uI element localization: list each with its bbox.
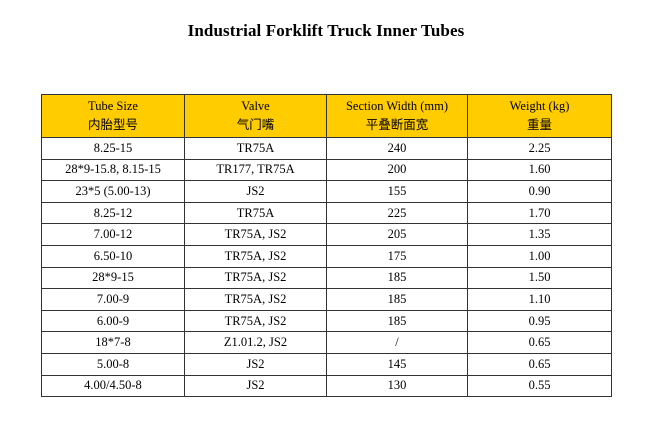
page-title: Industrial Forklift Truck Inner Tubes [187, 21, 465, 40]
header-label-en: Tube Size [88, 99, 138, 113]
cell-section-width: 155 [326, 180, 468, 203]
cell-tube-size: 28*9-15 [41, 266, 185, 290]
table-row: 28*9-15 TR75A, JS2 185 1.50 [41, 266, 612, 290]
cell-weight: 1.10 [467, 288, 612, 311]
cell-tube-size: 6.50-10 [41, 244, 185, 268]
cell-section-width: 185 [326, 266, 468, 290]
cell-valve: JS2 [184, 180, 327, 203]
cell-weight: 0.95 [467, 309, 612, 333]
table-row: 8.25-15 TR75A 240 2.25 [41, 137, 612, 160]
header-section-width: Section Width (mm) 平叠断面宽 [326, 94, 468, 138]
cell-weight: 0.55 [467, 374, 612, 398]
cell-tube-size: 28*9-15.8, 8.15-15 [41, 158, 185, 182]
cell-section-width: 145 [326, 352, 468, 376]
cell-section-width: 225 [326, 201, 468, 225]
cell-tube-size: 6.00-9 [41, 309, 185, 333]
header-tube-size: Tube Size 内胎型号 [41, 94, 185, 138]
table-row: 6.50-10 TR75A, JS2 175 1.00 [41, 244, 612, 268]
cell-valve: TR75A, JS2 [184, 309, 327, 333]
cell-valve: TR75A, JS2 [184, 223, 327, 246]
cell-weight: 1.50 [467, 266, 612, 290]
cell-tube-size: 5.00-8 [41, 352, 185, 376]
header-weight: Weight (kg) 重量 [467, 94, 612, 138]
cell-tube-size: 23*5 (5.00-13) [41, 180, 185, 203]
cell-valve: TR75A, JS2 [184, 288, 327, 311]
cell-valve: TR75A, JS2 [184, 266, 327, 290]
cell-weight: 0.65 [467, 331, 612, 354]
header-label-en: Weight (kg) [509, 99, 570, 113]
table-row: 4.00/4.50-8 JS2 130 0.55 [41, 374, 612, 398]
cell-tube-size: 7.00-9 [41, 288, 185, 311]
table-row: 5.00-8 JS2 145 0.65 [41, 352, 612, 376]
cell-section-width: / [326, 331, 468, 354]
cell-weight: 1.35 [467, 223, 612, 246]
cell-section-width: 240 [326, 137, 468, 160]
cell-weight: 1.00 [467, 244, 612, 268]
cell-section-width: 205 [326, 223, 468, 246]
cell-valve: TR177, TR75A [184, 158, 327, 182]
table-row: 8.25-12 TR75A 225 1.70 [41, 201, 612, 225]
header-label-zh: 平叠断面宽 [365, 118, 429, 132]
cell-section-width: 200 [326, 158, 468, 182]
table-row: 23*5 (5.00-13) JS2 155 0.90 [41, 180, 612, 203]
table-row: 6.00-9 TR75A, JS2 185 0.95 [41, 309, 612, 333]
table-row: 7.00-12 TR75A, JS2 205 1.35 [41, 223, 612, 246]
cell-weight: 1.70 [467, 201, 612, 225]
table-row: 28*9-15.8, 8.15-15 TR177, TR75A 200 1.60 [41, 158, 612, 182]
cell-tube-size: 4.00/4.50-8 [41, 374, 185, 398]
header-label-zh: 气门嘴 [236, 118, 275, 132]
cell-section-width: 185 [326, 309, 468, 333]
cell-tube-size: 7.00-12 [41, 223, 185, 246]
table-header-row: Tube Size 内胎型号 Valve 气门嘴 Section Width (… [41, 94, 612, 138]
cell-valve: JS2 [184, 374, 327, 398]
cell-tube-size: 8.25-15 [41, 137, 185, 160]
cell-section-width: 130 [326, 374, 468, 398]
cell-section-width: 175 [326, 244, 468, 268]
header-label-zh: 内胎型号 [87, 118, 138, 132]
table-row: 7.00-9 TR75A, JS2 185 1.10 [41, 288, 612, 311]
cell-valve: TR75A [184, 201, 327, 225]
cell-valve: JS2 [184, 352, 327, 376]
cell-section-width: 185 [326, 288, 468, 311]
cell-tube-size: 18*7-8 [41, 331, 185, 354]
cell-weight: 0.90 [467, 180, 612, 203]
cell-weight: 0.65 [467, 352, 612, 376]
header-label-en: Section Width (mm) [345, 99, 449, 113]
header-label-en: Valve [241, 99, 270, 113]
cell-weight: 2.25 [467, 137, 612, 160]
header-label-zh: 重量 [526, 118, 552, 132]
cell-tube-size: 8.25-12 [41, 201, 185, 225]
header-valve: Valve 气门嘴 [184, 94, 327, 138]
cell-weight: 1.60 [467, 158, 612, 182]
inner-tubes-table: Tube Size 内胎型号 Valve 气门嘴 Section Width (… [41, 94, 612, 398]
cell-valve: TR75A, JS2 [184, 244, 327, 268]
table-row: 18*7-8 Z1.01.2, JS2 / 0.65 [41, 331, 612, 354]
cell-valve: TR75A [184, 137, 327, 160]
cell-valve: Z1.01.2, JS2 [184, 331, 327, 354]
